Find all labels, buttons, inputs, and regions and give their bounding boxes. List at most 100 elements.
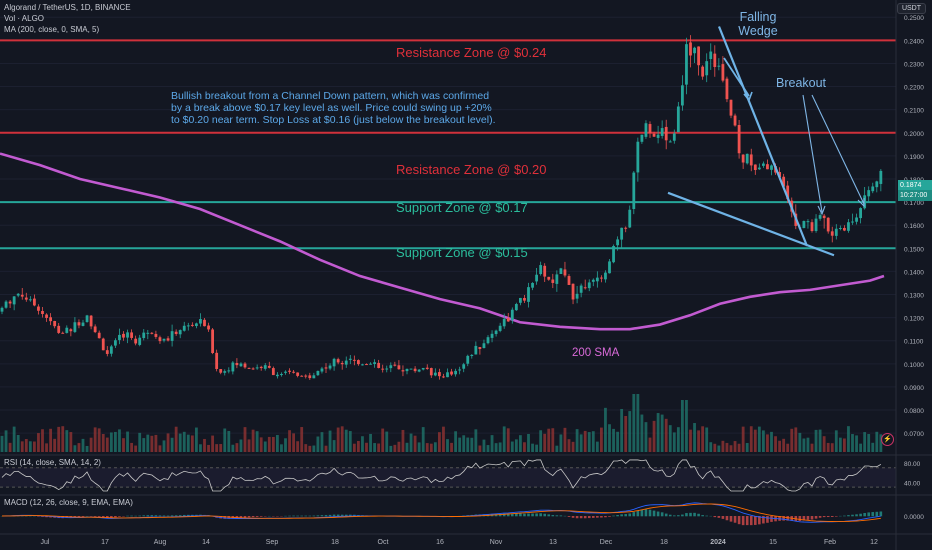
- macd-histogram-bar: [162, 515, 166, 517]
- volume-bar: [721, 440, 725, 452]
- macd-histogram-bar: [604, 516, 607, 518]
- macd-histogram-bar: [592, 516, 595, 518]
- candle-body: [348, 358, 352, 360]
- flash-icon[interactable]: ⚡: [881, 433, 894, 446]
- candle-body: [567, 276, 571, 285]
- volume-bar: [806, 437, 810, 452]
- candle-body: [672, 133, 676, 141]
- time-tick-label: Feb: [824, 539, 836, 546]
- volume-bar: [134, 445, 138, 452]
- candle-body: [312, 375, 316, 379]
- macd-histogram-bar: [879, 511, 883, 517]
- candle-body: [219, 369, 223, 373]
- candle-body: [591, 279, 595, 282]
- candle-body: [806, 221, 810, 223]
- candle-body: [328, 365, 332, 369]
- macd-histogram-bar: [182, 514, 186, 517]
- macd-histogram-bar: [114, 516, 117, 518]
- candle-body: [652, 133, 656, 137]
- volume-bar: [271, 436, 275, 452]
- volume-bar: [61, 426, 65, 452]
- macd-histogram-bar: [142, 515, 146, 517]
- candle-body: [93, 326, 97, 333]
- volume-bar: [555, 445, 559, 452]
- candle-body: [397, 365, 401, 370]
- volume-bar: [709, 442, 713, 452]
- macd-histogram-bar: [693, 512, 696, 517]
- macd-histogram-bar: [729, 516, 733, 522]
- volume-bar: [417, 442, 421, 452]
- candle-body: [559, 268, 563, 274]
- volume-bar: [640, 414, 644, 452]
- price-tick-label: 0.2100: [904, 108, 924, 115]
- candle-body: [178, 330, 182, 335]
- volume-bar: [239, 439, 243, 452]
- price-tick-label: 0.1300: [904, 293, 924, 300]
- time-tick-label: Nov: [490, 539, 503, 546]
- volume-bar: [822, 436, 826, 452]
- macd-histogram-bar: [575, 516, 579, 519]
- volume-bar: [126, 431, 129, 452]
- resistance-zone-label-020: Resistance Zone @ $0.20: [396, 162, 547, 177]
- macd-histogram-bar: [689, 512, 692, 517]
- macd-histogram-bar: [620, 514, 623, 517]
- volume-bar: [879, 434, 883, 452]
- volume-bar: [628, 411, 632, 452]
- macd-histogram-bar: [300, 515, 303, 517]
- volume-bar: [344, 429, 348, 452]
- candle-body: [450, 371, 453, 375]
- macd-histogram-bar: [798, 516, 802, 522]
- macd-histogram-bar: [187, 514, 190, 517]
- volume-bar: [802, 438, 806, 452]
- candle-body: [834, 228, 838, 236]
- candle-body: [425, 367, 429, 369]
- macd-histogram-bar: [636, 510, 640, 517]
- volume-bar: [361, 436, 364, 452]
- candle-body: [316, 370, 320, 376]
- volume-bar: [413, 435, 417, 452]
- volume-bar: [255, 431, 259, 452]
- volume-bar: [539, 430, 543, 452]
- volume-bar: [16, 434, 20, 452]
- volume-bar: [438, 432, 441, 452]
- macd-histogram-bar: [632, 512, 636, 517]
- volume-bar: [267, 436, 271, 452]
- currency-button[interactable]: USDT: [896, 3, 926, 14]
- candle-body: [122, 333, 125, 338]
- volume-bar: [8, 442, 12, 452]
- volume-bar: [519, 435, 522, 452]
- time-tick-label: 15: [769, 539, 777, 546]
- volume-bars: [0, 394, 883, 452]
- macd-histogram-bar: [81, 516, 85, 517]
- volume-bar: [612, 428, 615, 452]
- candle-body: [697, 46, 700, 66]
- volume-bar: [559, 434, 563, 452]
- volume-bar: [53, 438, 57, 452]
- candle-body: [336, 359, 340, 363]
- macd-histogram-bar: [340, 514, 344, 517]
- time-tick-label: Aug: [154, 539, 167, 546]
- price-tick-label: 0.1900: [904, 154, 924, 161]
- macd-histogram-bar: [871, 512, 875, 517]
- volume-bar: [834, 430, 838, 452]
- macd-histogram-bar: [239, 516, 243, 518]
- macd-histogram-bar: [555, 515, 559, 517]
- candle-body: [527, 287, 530, 302]
- volume-bar: [284, 438, 287, 452]
- candle-body: [65, 327, 69, 333]
- candle-body: [413, 368, 417, 372]
- macd-histogram-bar: [515, 513, 518, 517]
- candle-body: [150, 332, 154, 334]
- candle-body: [118, 334, 121, 341]
- volume-bar: [474, 429, 478, 452]
- rsi-tick-label: 80.00: [904, 461, 921, 468]
- volume-bar: [770, 431, 773, 452]
- analysis-note-line: to $0.20 near term. Stop Loss at $0.16 (…: [171, 114, 496, 126]
- macd-histogram-bar: [247, 516, 251, 518]
- volume-bar: [166, 433, 170, 452]
- volume-bar: [227, 430, 231, 452]
- volume-bar: [340, 426, 344, 452]
- macd-histogram-bar: [150, 515, 154, 517]
- candle-body: [737, 124, 741, 154]
